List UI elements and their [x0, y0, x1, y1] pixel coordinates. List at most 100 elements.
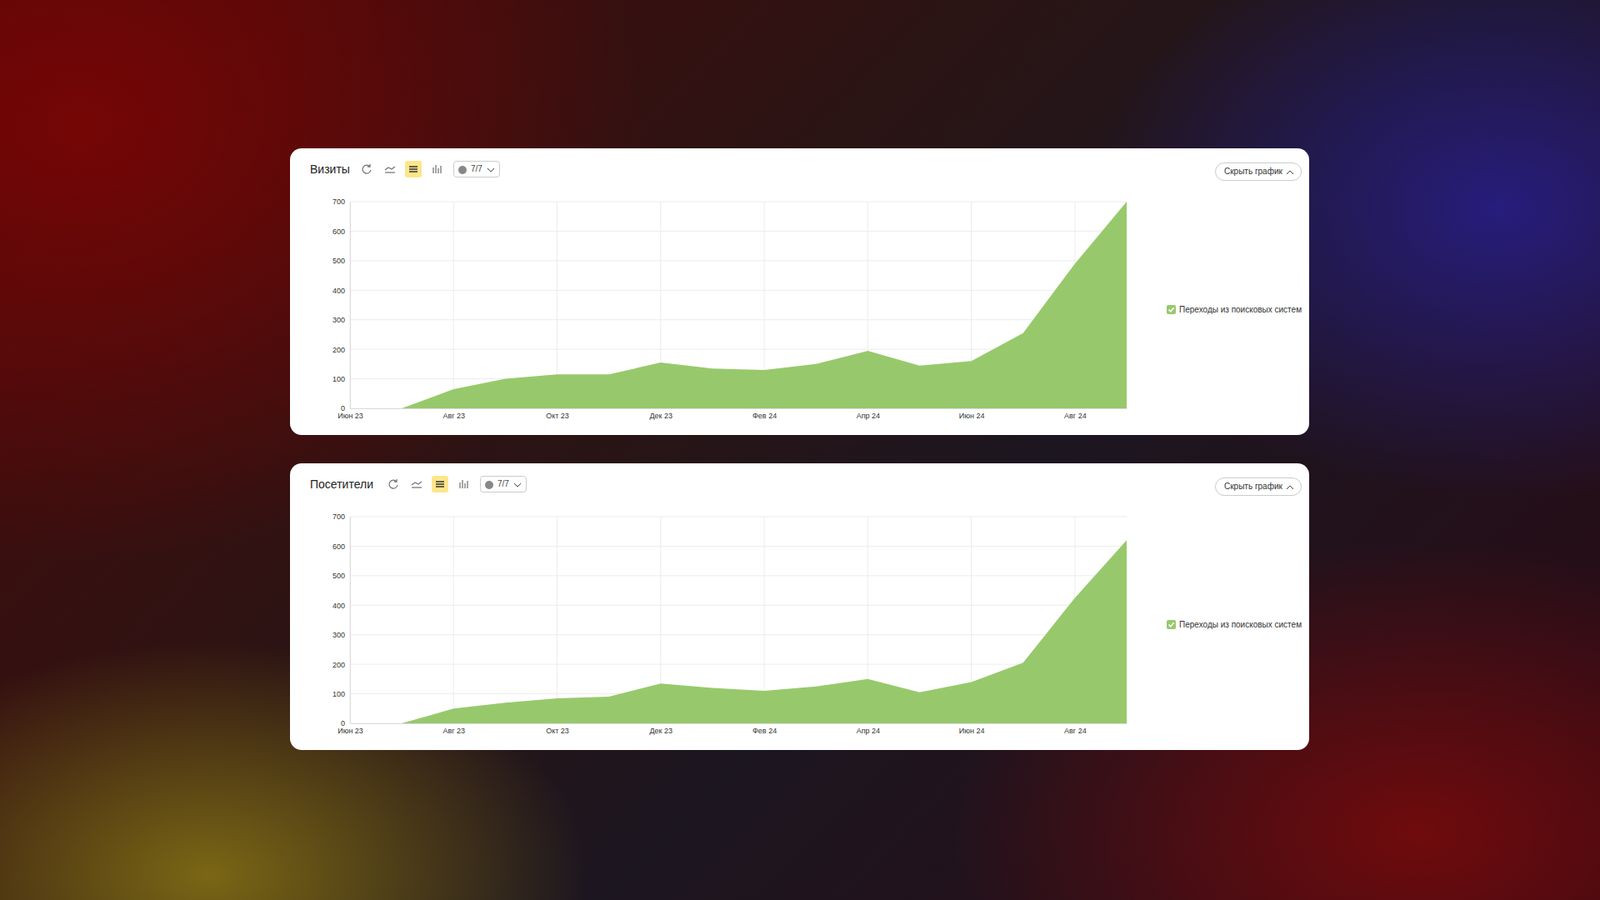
- x-tick: Июн 24: [959, 723, 985, 735]
- icon-path: [367, 164, 370, 167]
- chevron: [513, 480, 522, 490]
- toolbar-bars[interactable]: [455, 475, 472, 493]
- icon-glyph: [460, 480, 468, 489]
- icon-path: [411, 481, 422, 485]
- x-tick-label: Авг 24: [1064, 411, 1087, 420]
- x-tick-label: Апр 24: [856, 726, 880, 735]
- x-tick-label: Июн 23: [337, 726, 364, 735]
- x-tick: Фев 24: [752, 723, 777, 735]
- button-label: Скрыть график: [1224, 481, 1283, 491]
- icon-bg: [405, 160, 422, 178]
- chevron-path: [1286, 170, 1294, 175]
- chart-svg: 0100200300400500600700Июн 23Авг 23Окт 23…: [290, 148, 1157, 435]
- legend: Переходы из поисковых систем: [1166, 305, 1302, 315]
- chart-title: Посетители: [310, 477, 374, 491]
- chevron: [1285, 168, 1295, 177]
- icon-path: [411, 486, 422, 488]
- y-tick: 100: [332, 690, 350, 699]
- grid-line-y: [350, 634, 1127, 635]
- notes-dropdown[interactable]: 7/7: [453, 160, 500, 178]
- x-tick: Апр 24: [856, 723, 880, 735]
- y-tick-label: 400: [332, 286, 345, 295]
- axis-line: [350, 517, 351, 725]
- x-tick: Фев 24: [752, 408, 777, 420]
- y-tick-label: 200: [332, 660, 345, 670]
- x-tick: Окт 23: [545, 723, 570, 735]
- x-tick: Июн 24: [959, 408, 985, 420]
- grid-line-y: [350, 230, 1127, 232]
- icon-path: [409, 166, 418, 172]
- icon-glyph: [435, 481, 445, 487]
- toolbar-area[interactable]: [431, 475, 449, 493]
- notes-dropdown[interactable]: 7/7: [480, 475, 527, 493]
- x-tick-label: Окт 23: [545, 411, 570, 420]
- legend-label: Переходы из поисковых систем: [1179, 305, 1302, 315]
- icon-glyph: [389, 479, 398, 489]
- x-tick-label: Дек 23: [650, 726, 674, 735]
- y-tick-label: 700: [332, 197, 345, 206]
- icon-glyph: [411, 481, 422, 488]
- grid-line-y: [350, 201, 1127, 203]
- toolbar-bars[interactable]: [428, 160, 445, 178]
- x-tick-label: Июн 24: [959, 411, 985, 420]
- y-tick-label: 400: [332, 601, 345, 610]
- marks: [350, 201, 1127, 409]
- toolbar-refresh[interactable]: [385, 475, 402, 493]
- y-tick-label: 300: [332, 315, 345, 325]
- y-tick-label: 700: [332, 512, 345, 521]
- toolbar-line[interactable]: [381, 160, 399, 178]
- x-tick: Июн 23: [337, 408, 364, 420]
- icon-path: [460, 480, 468, 489]
- y-tick-label: 600: [332, 542, 345, 551]
- x-tick: Июн 23: [337, 723, 364, 735]
- icon-path: [435, 481, 445, 487]
- icon-glyph: [433, 165, 441, 174]
- x-axis: Июн 23 Авг 23 Окт 23 Дек 23 Фев 24 Апр 24 Июн …: [337, 723, 1127, 735]
- hide-chart-button[interactable]: Скрыть график: [1215, 162, 1302, 181]
- notes-icon: [458, 165, 467, 175]
- x-tick-label: Апр 24: [856, 411, 880, 420]
- legend-swatch: [1166, 620, 1176, 630]
- x-tick-label: Авг 23: [442, 411, 465, 420]
- x-tick-label: Фев 24: [752, 411, 777, 420]
- toolbar-line[interactable]: [408, 475, 425, 493]
- x-tick: Авг 24: [1064, 408, 1087, 420]
- grid: [350, 201, 1127, 409]
- chevron-path: [514, 483, 521, 487]
- plot: 0100200300400500600700Июн 23Авг 23Окт 23…: [332, 512, 1128, 735]
- notes-icons: [457, 164, 481, 176]
- chevron: [486, 165, 495, 175]
- toolbar-refresh[interactable]: [358, 160, 375, 178]
- legend-item[interactable]: Переходы из поисковых систем: [1166, 305, 1302, 315]
- y-tick-label: 100: [332, 690, 345, 699]
- y-tick: 500: [332, 256, 350, 265]
- y-tick: 200: [332, 345, 350, 355]
- notes-icon: [485, 480, 494, 490]
- x-tick: Авг 23: [442, 723, 465, 735]
- grid-line-y: [350, 605, 1127, 606]
- hide-chart-button[interactable]: Скрыть график: [1215, 477, 1302, 496]
- icon-glyph: [385, 166, 395, 173]
- x-tick-label: Дек 23: [650, 411, 674, 420]
- y-tick: 600: [332, 542, 350, 551]
- toolbar-area[interactable]: [405, 160, 422, 178]
- icon-glyph: [409, 166, 418, 172]
- chart-svg: 0100200300400500600700Июн 23Авг 23Окт 23…: [290, 463, 1157, 750]
- chart-title: Визиты: [310, 162, 350, 176]
- chart-card: Посетители7/7Скрыть график01002003004005…: [290, 463, 1310, 750]
- axis-line: [350, 202, 351, 410]
- x-tick: Окт 23: [545, 408, 570, 420]
- icon-path: [433, 165, 441, 174]
- grid-line-y: [350, 516, 1127, 518]
- grid-line-y: [350, 290, 1127, 291]
- legend-item[interactable]: Переходы из поисковых систем: [1166, 620, 1302, 630]
- y-tick-label: 500: [332, 571, 345, 580]
- notes-count: 7/7: [497, 479, 510, 489]
- y-axis: 0100200300400500600700: [332, 197, 351, 413]
- y-tick: 400: [332, 601, 350, 610]
- marks: [350, 540, 1127, 724]
- icon-path: [385, 166, 395, 170]
- notes-count: 7/7: [470, 164, 483, 174]
- axis-line: [350, 723, 1128, 725]
- x-axis: Июн 23 Авг 23 Окт 23 Дек 23 Фев 24 Апр 24 Июн …: [337, 408, 1127, 420]
